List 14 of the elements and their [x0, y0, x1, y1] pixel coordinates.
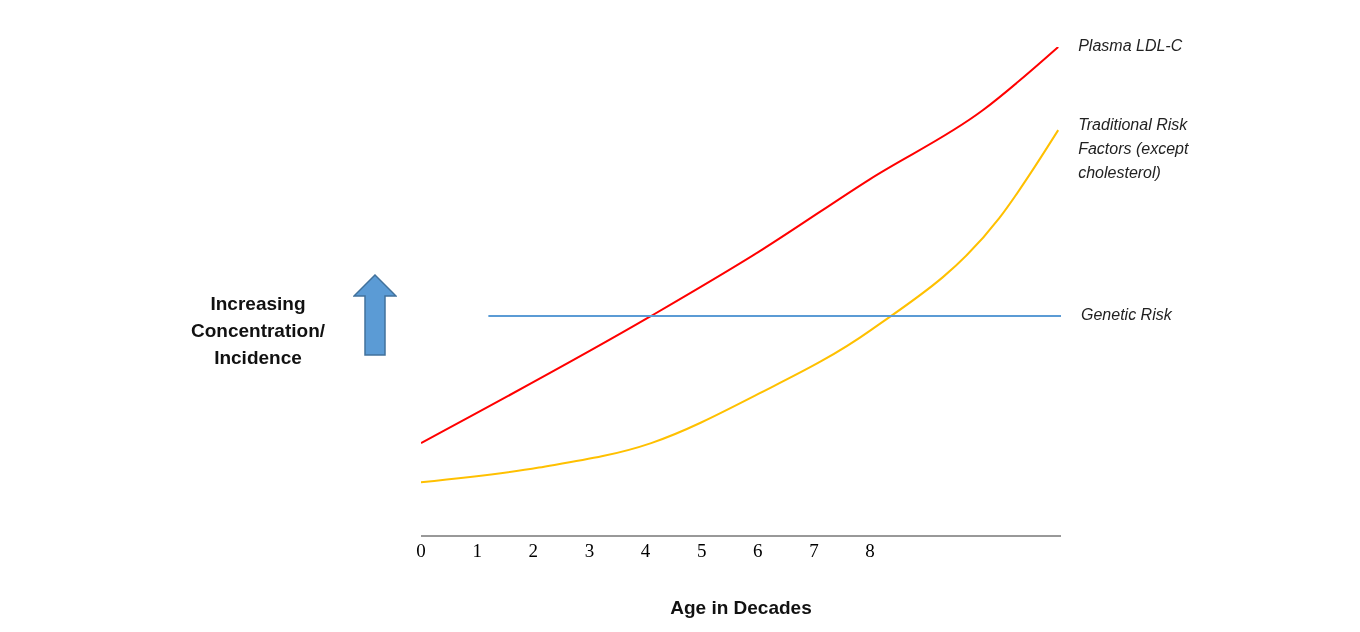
- x-axis-title: Age in Decades: [670, 597, 812, 618]
- series-label: Genetic Risk: [1081, 305, 1173, 323]
- series-label: Plasma LDL-C: [1078, 37, 1183, 54]
- series-label: Traditional Risk Factors (except cholesterol): [1078, 116, 1190, 182]
- x-tick-label: 3: [584, 540, 595, 562]
- x-tick-label: 0: [416, 540, 426, 562]
- x-tick-label: 7: [809, 540, 819, 562]
- y-axis-title: Increasing Concentration/ Incidence: [189, 292, 327, 370]
- x-tick-label: 1: [472, 540, 482, 562]
- x-tick-label: 5: [696, 540, 707, 562]
- x-tick-label: 8: [865, 540, 875, 562]
- x-tick-label: 2: [528, 540, 539, 562]
- x-tick-label: 6: [753, 540, 763, 562]
- x-tick-label: 4: [640, 540, 651, 562]
